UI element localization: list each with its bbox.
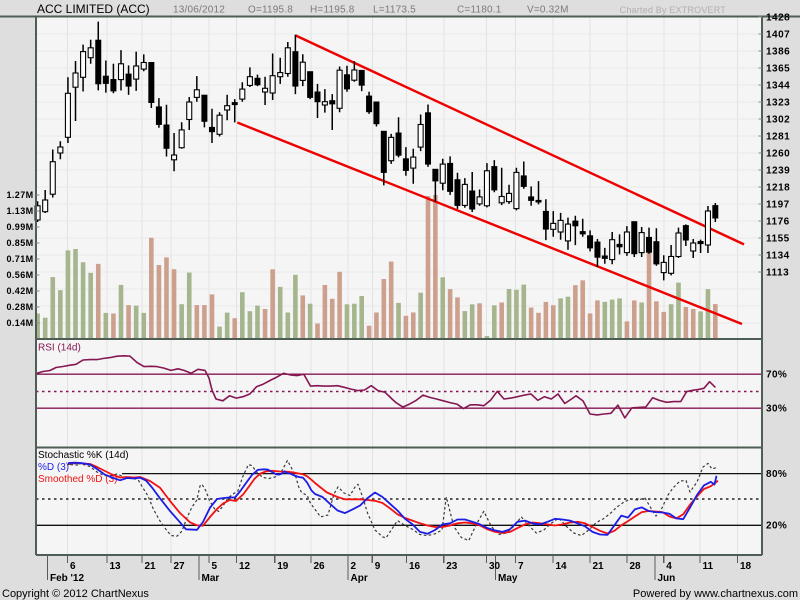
svg-text:9: 9 — [375, 561, 381, 572]
svg-text:0.56M: 0.56M — [6, 270, 33, 280]
svg-text:2: 2 — [351, 561, 357, 572]
svg-text:20%: 20% — [766, 521, 787, 532]
svg-text:1281: 1281 — [766, 132, 790, 143]
svg-text:O=1195.8: O=1195.8 — [248, 5, 293, 16]
svg-text:26: 26 — [314, 561, 326, 572]
svg-text:14: 14 — [556, 561, 568, 572]
svg-text:30: 30 — [489, 561, 501, 572]
svg-text:1176: 1176 — [766, 217, 790, 228]
svg-text:1239: 1239 — [766, 166, 790, 177]
svg-text:1365: 1365 — [766, 64, 790, 75]
svg-text:0.99M: 0.99M — [6, 222, 33, 232]
svg-text:28: 28 — [630, 561, 642, 572]
svg-text:0.85M: 0.85M — [6, 238, 33, 248]
svg-text:Charted By EXTROVERT: Charted By EXTROVERT — [620, 5, 727, 15]
svg-text:Smoothed %D (3): Smoothed %D (3) — [38, 474, 117, 485]
svg-text:Apr: Apr — [351, 573, 368, 584]
svg-text:Feb '12: Feb '12 — [50, 573, 84, 584]
svg-text:Stochastic %K (14d): Stochastic %K (14d) — [38, 450, 129, 461]
svg-text:C=1180.1: C=1180.1 — [457, 5, 502, 16]
svg-text:1113: 1113 — [766, 268, 789, 279]
svg-text:4: 4 — [666, 561, 672, 572]
svg-text:1.27M: 1.27M — [6, 190, 33, 200]
svg-text:1344: 1344 — [766, 81, 790, 92]
svg-text:12: 12 — [239, 561, 251, 572]
svg-text:1155: 1155 — [766, 234, 790, 245]
svg-text:6: 6 — [70, 561, 76, 572]
svg-text:21: 21 — [145, 561, 157, 572]
svg-text:May: May — [498, 573, 518, 584]
svg-text:1302: 1302 — [766, 115, 790, 126]
svg-text:23: 23 — [446, 561, 458, 572]
svg-text:80%: 80% — [766, 469, 787, 480]
svg-text:70%: 70% — [766, 370, 787, 381]
svg-text:1.13M: 1.13M — [6, 206, 33, 216]
svg-text:V=0.32M: V=0.32M — [527, 5, 569, 16]
svg-text:L=1173.5: L=1173.5 — [373, 5, 416, 16]
svg-text:Powered by www.chartnexus.com: Powered by www.chartnexus.com — [633, 588, 798, 600]
svg-text:Mar: Mar — [202, 573, 220, 584]
svg-text:1197: 1197 — [766, 200, 790, 211]
svg-text:1407: 1407 — [766, 30, 790, 41]
svg-text:1260: 1260 — [766, 149, 790, 160]
svg-text:1428: 1428 — [766, 13, 790, 24]
svg-text:13: 13 — [110, 561, 122, 572]
svg-text:0.42M: 0.42M — [6, 286, 33, 296]
svg-text:H=1195.8: H=1195.8 — [310, 5, 355, 16]
svg-text:27: 27 — [174, 561, 186, 572]
svg-text:1323: 1323 — [766, 98, 790, 109]
svg-text:1134: 1134 — [766, 251, 790, 262]
svg-text:Copyright © 2012 ChartNexus: Copyright © 2012 ChartNexus — [2, 588, 149, 600]
svg-text:7: 7 — [518, 561, 524, 572]
svg-text:5: 5 — [212, 561, 218, 572]
svg-text:19: 19 — [277, 561, 289, 572]
svg-text:0.14M: 0.14M — [6, 318, 33, 328]
svg-text:18: 18 — [740, 561, 752, 572]
svg-text:1218: 1218 — [766, 183, 790, 194]
svg-text:0.28M: 0.28M — [6, 302, 33, 312]
svg-text:ACC LIMITED (ACC): ACC LIMITED (ACC) — [37, 2, 150, 16]
svg-text:0.71M: 0.71M — [6, 254, 33, 264]
svg-text:13/06/2012: 13/06/2012 — [173, 5, 225, 16]
svg-text:30%: 30% — [766, 404, 787, 415]
svg-text:1386: 1386 — [766, 47, 790, 58]
svg-text:Jun: Jun — [658, 573, 676, 584]
svg-text:21: 21 — [593, 561, 605, 572]
svg-text:RSI (14d): RSI (14d) — [38, 343, 81, 354]
svg-text:11: 11 — [703, 561, 714, 572]
svg-text:16: 16 — [409, 561, 421, 572]
svg-text:%D (3): %D (3) — [38, 462, 69, 473]
